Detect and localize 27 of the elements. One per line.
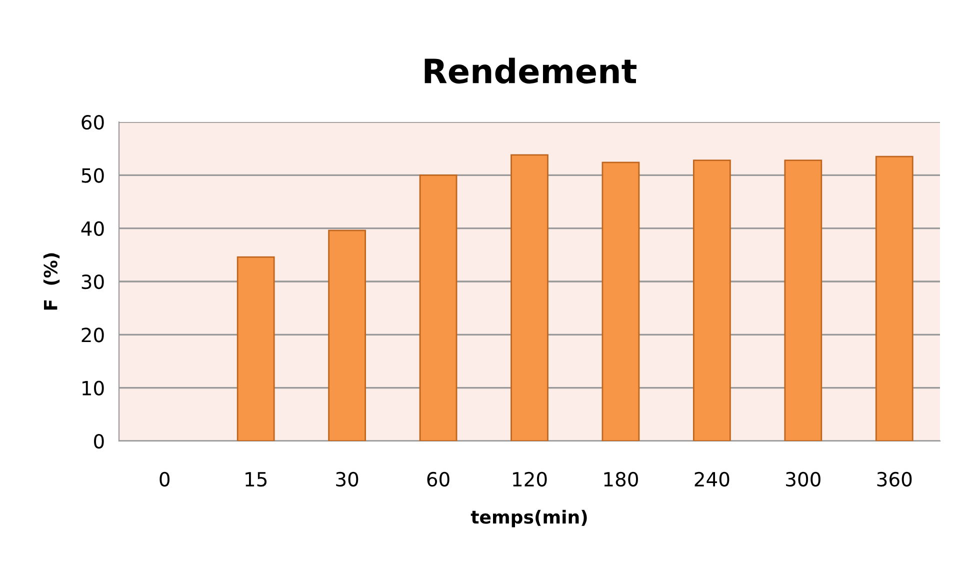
x-tick-label: 30	[336, 472, 358, 487]
bar	[328, 230, 366, 441]
x-tick-label: 240	[694, 472, 730, 487]
bar	[419, 174, 458, 441]
bar	[875, 156, 914, 441]
x-tick-label: 180	[604, 472, 638, 487]
bar	[693, 160, 731, 441]
y-tick-label: 40	[81, 221, 104, 236]
y-tick-label: 60	[82, 114, 104, 130]
bar	[602, 162, 640, 441]
bar	[510, 154, 548, 441]
x-tick-label: 300	[786, 472, 820, 487]
y-tick-label: 10	[82, 380, 104, 396]
chart-title: Rendement	[424, 58, 636, 84]
x-axis-title: temps(min)	[470, 510, 587, 528]
x-tick-label: 60	[427, 472, 450, 487]
y-tick-label: 50	[82, 168, 104, 183]
bar	[236, 256, 275, 441]
x-tick-label: 120	[513, 472, 547, 487]
x-tick-label: 15	[246, 472, 267, 487]
y-tick-label: 20	[82, 328, 104, 342]
y-axis-title: F (%)	[43, 253, 60, 310]
y-tick-label: 30	[82, 274, 104, 290]
x-tick-label: 0	[160, 472, 170, 487]
x-tick-label: 360	[877, 472, 912, 487]
y-tick-label: 0	[94, 434, 104, 449]
bar	[784, 160, 822, 441]
